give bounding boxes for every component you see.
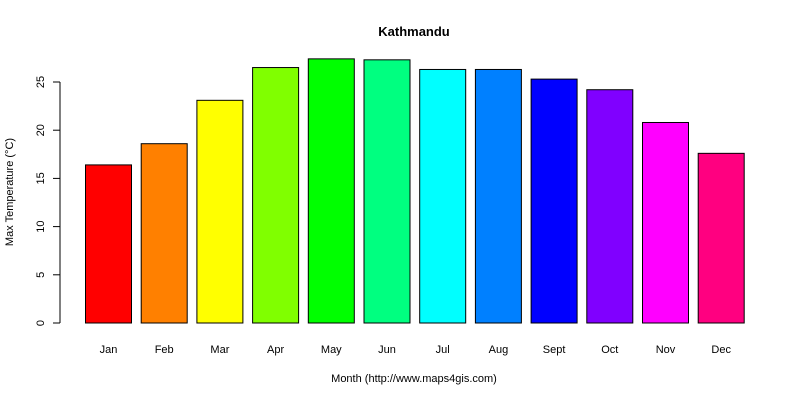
- x-tick-label: Apr: [267, 344, 284, 356]
- y-tick-label: 25: [35, 76, 47, 88]
- bars: [85, 58, 745, 324]
- bar-jun: [363, 59, 411, 324]
- y-axis: 0 5 10 15 20 25: [35, 76, 61, 326]
- x-tick-label: Jul: [436, 344, 450, 356]
- x-tick-label: Jun: [378, 344, 396, 356]
- bar-apr: [252, 67, 300, 324]
- y-tick-label: 15: [35, 172, 47, 184]
- x-tick-label: Dec: [711, 344, 731, 356]
- bar-aug: [474, 68, 522, 324]
- bar-mar: [196, 99, 244, 324]
- x-axis-label: Month (http://www.maps4gis.com): [331, 373, 497, 385]
- x-tick-label: Sept: [543, 344, 566, 356]
- chart-title: Kathmandu: [378, 24, 450, 39]
- y-tick-label: 5: [35, 272, 47, 278]
- bar-oct: [586, 89, 634, 324]
- y-tick-label: 20: [35, 124, 47, 136]
- y-tick-label: 0: [35, 320, 47, 326]
- bar-jan: [85, 164, 132, 324]
- x-tick-label: Jan: [100, 344, 118, 356]
- bar-feb: [140, 143, 188, 324]
- bar-may: [307, 58, 355, 324]
- x-tick-label: May: [321, 344, 342, 356]
- bar-jul: [419, 68, 467, 324]
- x-tick-label: Nov: [656, 344, 676, 356]
- x-tick-label: Aug: [489, 344, 509, 356]
- x-tick-labels: Jan Feb Mar Apr May Jun Jul Aug Sept Oct Nov Dec: [100, 344, 732, 356]
- bar-dec: [697, 152, 745, 324]
- x-tick-label: Mar: [210, 344, 229, 356]
- x-tick-label: Oct: [601, 344, 618, 356]
- x-tick-label: Feb: [155, 344, 174, 356]
- bar-nov: [642, 121, 689, 324]
- bar-sept: [530, 78, 578, 324]
- y-tick-label: 10: [35, 220, 47, 232]
- y-axis-label: Max Temperature (°C): [4, 138, 16, 246]
